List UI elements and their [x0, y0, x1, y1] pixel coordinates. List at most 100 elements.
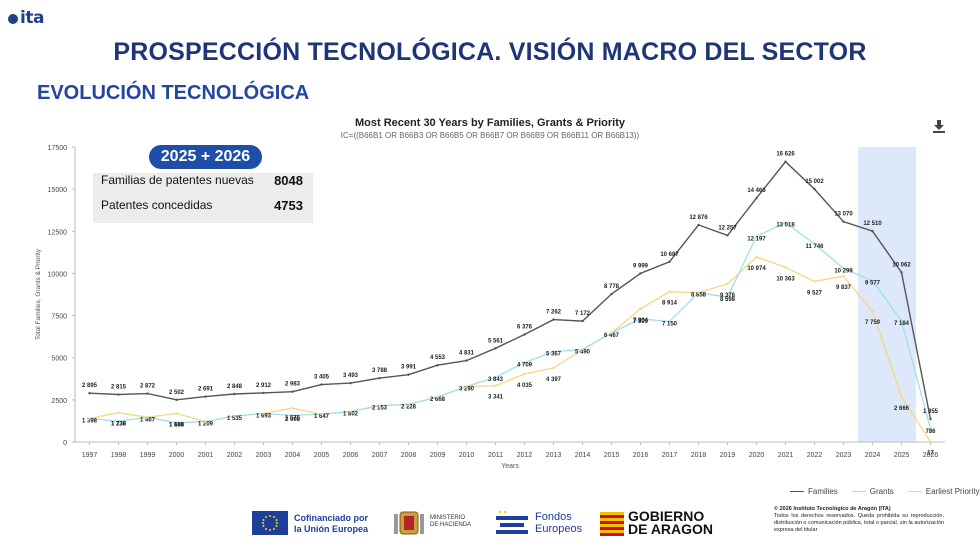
data-point-grants	[117, 420, 120, 423]
x-tick-label: 2010	[459, 452, 475, 459]
data-label-grants: 9 577	[865, 281, 881, 287]
data-point-families	[146, 392, 149, 395]
data-point-grants	[726, 295, 729, 299]
data-point-grants	[552, 350, 555, 353]
legend-item-families[interactable]: Families	[790, 487, 838, 496]
data-point-families	[581, 319, 584, 323]
x-tick-label: 1998	[111, 452, 127, 459]
data-point-families	[407, 373, 410, 376]
data-point-priority	[639, 307, 642, 310]
stat-row-grants: Patentes concedidas 4753	[93, 198, 313, 223]
data-point-families	[668, 260, 671, 264]
data-label-grants: 7 150	[662, 321, 678, 327]
data-point-priority	[88, 417, 91, 420]
x-tick-label: 2015	[604, 452, 620, 459]
data-label-grants: 3 290	[459, 387, 475, 393]
legend-label: Grants	[869, 487, 894, 496]
legend-swatch	[907, 491, 922, 493]
data-label-families: 2 691	[198, 387, 214, 393]
data-point-priority	[436, 395, 439, 399]
data-label-families: 2 848	[227, 384, 243, 390]
data-point-priority	[465, 385, 468, 388]
stat-row-families: Familias de patentes nuevas 8048	[93, 173, 313, 198]
data-label-families: 3 991	[401, 365, 417, 371]
aragon-line-2: DE ARAGON	[628, 521, 714, 537]
data-point-priority	[233, 414, 236, 418]
ministry-line-1: MINISTERIO	[430, 515, 466, 521]
data-label-grants: 2 668	[430, 397, 446, 403]
data-label-families: 3 788	[372, 368, 388, 374]
data-label-families: 2 872	[140, 384, 156, 390]
data-point-grants	[871, 279, 874, 282]
ministry-line-2: DE HACIENDA	[430, 522, 472, 528]
y-axis-label: Total Families, Grants & Priority	[35, 248, 42, 340]
data-point-families	[697, 223, 700, 227]
data-label-priority: 7 904	[633, 318, 649, 324]
data-point-families	[610, 292, 613, 296]
data-point-priority	[668, 290, 671, 293]
ita-logo: ita	[8, 8, 44, 28]
data-label-grants: 7 184	[894, 321, 910, 327]
data-label-priority: 8 914	[662, 301, 678, 307]
data-point-priority	[726, 282, 729, 286]
x-axis-label: Years	[501, 463, 519, 470]
data-point-priority	[146, 416, 149, 419]
data-label-grants: 3 843	[488, 377, 504, 383]
y-tick-label: 2500	[51, 398, 67, 405]
data-point-families	[726, 234, 729, 237]
data-point-families	[494, 347, 497, 350]
chart-legend: Families Grants Earliest Priority	[790, 487, 980, 496]
funds-line-2: Europeos	[535, 523, 583, 535]
x-tick-label: 2012	[517, 452, 533, 459]
data-point-priority	[349, 410, 352, 413]
data-label-priority: 17	[927, 451, 934, 457]
series-line-families	[89, 160, 932, 420]
data-label-families: 12 510	[863, 221, 882, 227]
data-label-families: 13 070	[834, 212, 853, 218]
legend-label: Earliest Priority	[925, 487, 980, 496]
data-point-families	[755, 196, 758, 200]
data-point-priority	[900, 395, 903, 399]
data-label-families: 10 062	[892, 262, 911, 268]
data-label-families: 2 895	[82, 383, 98, 389]
data-point-families	[900, 271, 903, 274]
x-tick-label: 2021	[778, 452, 794, 459]
download-icon[interactable]	[932, 119, 946, 133]
x-tick-label: 2011	[488, 452, 503, 459]
data-point-grants	[929, 427, 932, 430]
legend-item-priority[interactable]: Earliest Priority	[907, 487, 980, 496]
x-tick-label: 2007	[372, 452, 388, 459]
data-label-grants: 1 230	[111, 421, 127, 427]
y-tick-label: 7500	[51, 314, 67, 321]
data-point-priority	[581, 348, 584, 351]
eu-line-2: la Unión Europea	[294, 524, 369, 534]
x-tick-label: 1997	[82, 452, 98, 459]
x-tick-label: 2019	[720, 452, 736, 459]
legend-item-grants[interactable]: Grants	[851, 487, 894, 496]
data-label-families: 12 876	[689, 215, 708, 221]
data-label-grants: 4 709	[517, 363, 533, 369]
data-point-priority	[262, 412, 265, 415]
data-label-priority: 7 759	[865, 320, 881, 326]
data-label-families: 2 983	[285, 382, 301, 388]
data-label-grants: 1 535	[227, 416, 243, 422]
copyright-line-2: Todos los derechos reservados. Queda pro…	[774, 513, 944, 533]
ministry-text: MINISTERIO DE HACIENDA	[430, 515, 471, 529]
data-point-grants	[523, 361, 526, 364]
data-point-families	[871, 229, 874, 233]
x-tick-label: 2026	[923, 452, 939, 459]
data-label-grants: 1 209	[198, 422, 214, 428]
data-point-families	[929, 417, 932, 421]
x-tick-label: 2016	[633, 452, 649, 459]
data-label-families: 6 376	[517, 325, 533, 331]
stat-value: 8048	[274, 173, 303, 188]
data-label-priority: 1 738	[111, 422, 127, 428]
data-label-families: 4 831	[459, 351, 475, 357]
data-label-grants: 1 575	[285, 415, 301, 421]
logo-dot-icon	[8, 14, 18, 24]
data-label-grants: 1 647	[314, 414, 330, 420]
data-point-families	[117, 393, 120, 396]
data-label-grants: 11 746	[805, 244, 824, 250]
x-tick-label: 2006	[343, 452, 359, 459]
x-tick-label: 2025	[894, 452, 910, 459]
